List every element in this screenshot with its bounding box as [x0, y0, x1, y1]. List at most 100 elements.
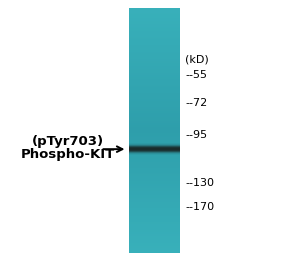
Bar — [129, 147, 180, 148]
Bar — [129, 17, 180, 18]
Bar — [129, 122, 180, 123]
Bar — [129, 53, 180, 54]
Bar — [129, 143, 180, 144]
Bar — [129, 234, 180, 235]
Bar — [129, 231, 180, 232]
Bar — [129, 227, 180, 228]
Text: --95: --95 — [185, 130, 207, 140]
Text: --170: --170 — [185, 202, 215, 212]
Bar — [129, 135, 180, 136]
Bar — [129, 245, 180, 246]
Bar — [129, 24, 180, 25]
Bar — [129, 157, 180, 158]
Bar — [129, 49, 180, 50]
Bar — [129, 156, 180, 157]
Bar — [129, 153, 180, 154]
Bar — [129, 37, 180, 38]
Bar — [129, 181, 180, 182]
Bar — [129, 197, 180, 198]
Bar — [129, 215, 180, 216]
Text: (kD): (kD) — [185, 54, 209, 64]
Bar — [129, 121, 180, 122]
Bar — [129, 145, 180, 146]
Bar — [129, 204, 180, 205]
Bar — [129, 89, 180, 90]
Bar — [129, 161, 180, 162]
Bar — [129, 125, 180, 127]
Bar — [129, 8, 180, 10]
Bar — [129, 91, 180, 92]
Bar — [129, 239, 180, 240]
Bar — [129, 67, 180, 68]
Bar — [129, 92, 180, 93]
Bar — [129, 90, 180, 91]
Bar — [129, 192, 180, 193]
Bar — [129, 113, 180, 114]
Bar — [129, 139, 180, 140]
Bar — [129, 139, 180, 140]
Bar — [129, 29, 180, 30]
Bar — [129, 150, 180, 151]
Bar — [129, 123, 180, 124]
Bar — [129, 43, 180, 44]
Bar — [129, 194, 180, 195]
Bar — [129, 240, 180, 241]
Bar — [129, 42, 180, 43]
Bar — [129, 49, 180, 50]
Bar — [129, 112, 180, 113]
Bar — [129, 252, 180, 253]
Bar — [129, 93, 180, 95]
Bar — [129, 165, 180, 166]
Bar — [129, 133, 180, 134]
Bar — [129, 26, 180, 27]
Bar — [129, 166, 180, 167]
Bar — [129, 222, 180, 223]
Bar — [129, 191, 180, 192]
Bar — [129, 57, 180, 58]
Bar — [129, 216, 180, 218]
Bar — [129, 187, 180, 188]
Bar — [129, 213, 180, 214]
Bar — [129, 72, 180, 73]
Text: --55: --55 — [185, 70, 207, 80]
Bar — [129, 246, 180, 247]
Bar — [129, 209, 180, 210]
Bar — [129, 196, 180, 197]
Bar — [129, 111, 180, 112]
Bar — [129, 44, 180, 45]
Bar — [129, 79, 180, 80]
Bar — [129, 211, 180, 212]
Bar — [129, 128, 180, 129]
Bar — [129, 108, 180, 109]
Bar — [129, 126, 180, 128]
Bar — [129, 225, 180, 227]
Bar — [129, 205, 180, 206]
Text: --130: --130 — [185, 178, 214, 188]
Bar — [129, 129, 180, 130]
Bar — [129, 125, 180, 126]
Bar — [129, 117, 180, 118]
Bar — [129, 36, 180, 37]
Bar — [129, 81, 180, 82]
Bar — [129, 30, 180, 31]
Bar — [129, 75, 180, 76]
Bar — [129, 154, 180, 155]
Bar — [129, 236, 180, 237]
Bar — [129, 217, 180, 218]
Bar — [129, 112, 180, 114]
Bar — [129, 232, 180, 233]
Bar — [129, 214, 180, 215]
Bar — [129, 103, 180, 104]
Bar — [129, 44, 180, 46]
Bar — [129, 28, 180, 29]
Bar — [129, 86, 180, 87]
Bar — [129, 202, 180, 203]
Bar — [129, 50, 180, 51]
Bar — [129, 152, 180, 153]
Bar — [129, 82, 180, 83]
Bar — [129, 171, 180, 172]
Bar — [129, 224, 180, 225]
Bar — [129, 74, 180, 75]
Bar — [129, 193, 180, 194]
Bar — [129, 186, 180, 187]
